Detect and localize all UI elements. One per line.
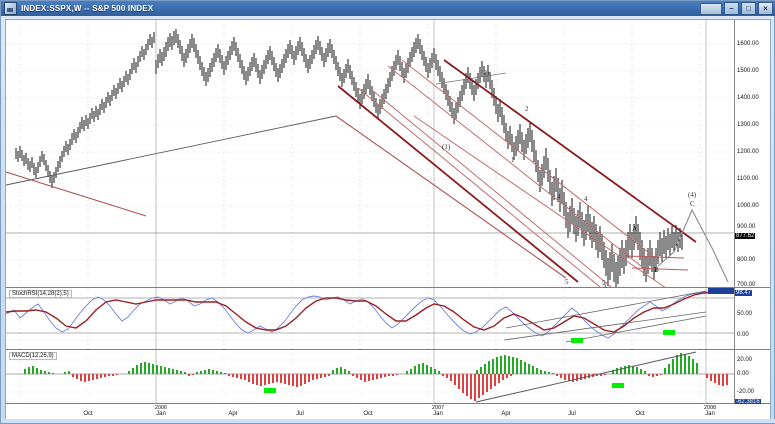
- minimize-button[interactable]: –: [724, 2, 739, 15]
- date-tick-label: Oct: [635, 411, 645, 417]
- stoch-slow-line: [6, 291, 723, 333]
- macd-axis-label: 0.00: [737, 371, 749, 377]
- maximize-button[interactable]: □: [741, 2, 756, 15]
- price-grid: [6, 20, 734, 287]
- date-tick-label: Oct: [83, 411, 93, 417]
- wave-label-2-circle: (2): [481, 69, 490, 77]
- wave-label-3-b: 3: [603, 283, 607, 291]
- price-axis-label: 1500.00: [737, 68, 759, 74]
- macd-indicator-label: MACD(12,26,9): [9, 352, 57, 360]
- price-axis-label: 1200.00: [737, 149, 759, 155]
- macd-axis-label: 20.00: [737, 357, 753, 363]
- wave-label-4-a: 4: [557, 193, 561, 201]
- wave-label-4-circle: (4): [688, 191, 697, 199]
- date-tick-year: 2006: [154, 405, 168, 411]
- wave-label-2: 2: [525, 105, 529, 113]
- date-tick-label: Jul: [568, 411, 576, 417]
- macd-histogram: [24, 353, 728, 401]
- wave-label-b: B: [654, 266, 659, 274]
- primary-channel: [337, 59, 697, 283]
- stoch-divergence-marker: [571, 338, 583, 343]
- date-tick-label: Jan: [705, 411, 715, 417]
- macd-pane[interactable]: MACD(12,26,9): [6, 350, 770, 405]
- status-bar: [1, 419, 775, 423]
- macd-svg: [6, 350, 734, 403]
- price-axis-label: 1100.00: [737, 176, 759, 182]
- price-axis-label: 800.00: [737, 257, 756, 263]
- wave-label-c: C: [690, 200, 695, 208]
- wave-label-a: A: [632, 225, 638, 233]
- date-tick: Jul: [296, 411, 304, 417]
- window-title: INDEX:SSPX,W -- S&P 500 INDEX: [21, 4, 154, 13]
- wave-label-1-circle: (1): [442, 143, 451, 151]
- inner-channel-lines: [357, 59, 666, 287]
- price-axis-label: 1400.00: [737, 95, 759, 101]
- right-fan-lines: [625, 255, 689, 271]
- macd-plot-area[interactable]: [6, 350, 734, 403]
- wave-label-4-b: 4: [584, 195, 588, 203]
- window-controls: – □ ×: [700, 2, 775, 15]
- chart-frame[interactable]: 1600.00 1500.00 1400.00 1300.00 1200.00 …: [5, 19, 771, 421]
- price-axis[interactable]: 1600.00 1500.00 1400.00 1300.00 1200.00 …: [734, 20, 770, 288]
- date-tick: 2006 Jan: [155, 405, 167, 417]
- date-tick-label: Apr: [228, 411, 238, 417]
- date-tick-year: 2007: [431, 405, 445, 411]
- macd-last-value-label: -62.3816: [735, 399, 761, 405]
- date-tick: Oct: [83, 411, 92, 417]
- date-tick: 2007 Jan: [432, 405, 444, 417]
- price-axis-label: 1600.00: [737, 41, 759, 47]
- macd-axis-label: -20.00: [737, 389, 755, 395]
- close-button[interactable]: ×: [758, 2, 773, 15]
- stoch-divergence-marker: [663, 330, 675, 335]
- macd-divergence-marker: [264, 388, 276, 393]
- stoch-trendlines: [503, 290, 707, 343]
- date-tick: Oct: [635, 411, 644, 417]
- macd-divergence-marker: [612, 383, 624, 388]
- macd-axis[interactable]: 20.00 0.00 -20.00 -62.3816: [734, 350, 770, 405]
- wave-label-5-b: 5: [602, 279, 606, 287]
- stoch-last-flag: [708, 288, 734, 294]
- ohlc-bars: [15, 29, 683, 287]
- macd-trendline: [475, 351, 697, 403]
- date-tick: Apr: [501, 411, 510, 417]
- stoch-rsi-pane[interactable]: StochRSI(14,28(2),5): [6, 288, 770, 350]
- price-pane[interactable]: 1600.00 1500.00 1400.00 1300.00 1200.00 …: [6, 20, 770, 302]
- uptrend-line: [6, 115, 337, 186]
- date-tick: Oct: [363, 411, 372, 417]
- price-axis-label: 1000.00: [737, 203, 759, 209]
- date-tick-label: Jan: [433, 411, 443, 417]
- projection-zigzag: [657, 208, 729, 283]
- stoch-plot-area[interactable]: [6, 288, 734, 349]
- price-axis-label: 700.00: [737, 282, 756, 288]
- title-bar[interactable]: INDEX:SSPX,W -- S&P 500 INDEX – □ ×: [1, 1, 775, 16]
- stoch-grid: [6, 288, 734, 349]
- lower-fan-lines: [6, 115, 567, 279]
- date-axis-pane[interactable]: Oct 2006 Jan Apr Jul Oct 2007 Jan Apr Jul …: [6, 404, 770, 420]
- last-price-label: 877.62: [735, 233, 756, 239]
- date-tick: Apr: [228, 411, 237, 417]
- date-tick: Jul: [568, 411, 576, 417]
- stoch-axis-label: 0.00: [737, 332, 749, 338]
- wave-label-5-a: 5: [565, 278, 569, 286]
- date-tick-label: Oct: [363, 411, 373, 417]
- date-tick-label: Jul: [296, 411, 304, 417]
- date-tick-label: Apr: [501, 411, 511, 417]
- price-plot-area[interactable]: [6, 20, 734, 287]
- price-svg: [6, 20, 734, 287]
- price-axis-label: 1300.00: [737, 122, 759, 128]
- date-tick-label: Jan: [156, 411, 166, 417]
- price-axis-label: 900.00: [737, 224, 756, 230]
- stoch-indicator-label: StochRSI(14,28(2),5): [9, 290, 72, 298]
- stoch-fast-line: [6, 291, 716, 339]
- stoch-axis-label: 50.00: [737, 311, 753, 317]
- chart-window-icon: [4, 2, 17, 15]
- stoch-axis[interactable]: 98.47 50.00 0.00: [734, 288, 770, 349]
- wave-label-1: 1: [511, 156, 515, 164]
- date-tick: 2008 Jan: [704, 405, 716, 417]
- stoch-svg: [6, 288, 734, 349]
- stoch-last-value-label: 98.47: [735, 290, 753, 296]
- restore-group-button[interactable]: [700, 2, 722, 15]
- date-tick-year: 2008: [703, 405, 717, 411]
